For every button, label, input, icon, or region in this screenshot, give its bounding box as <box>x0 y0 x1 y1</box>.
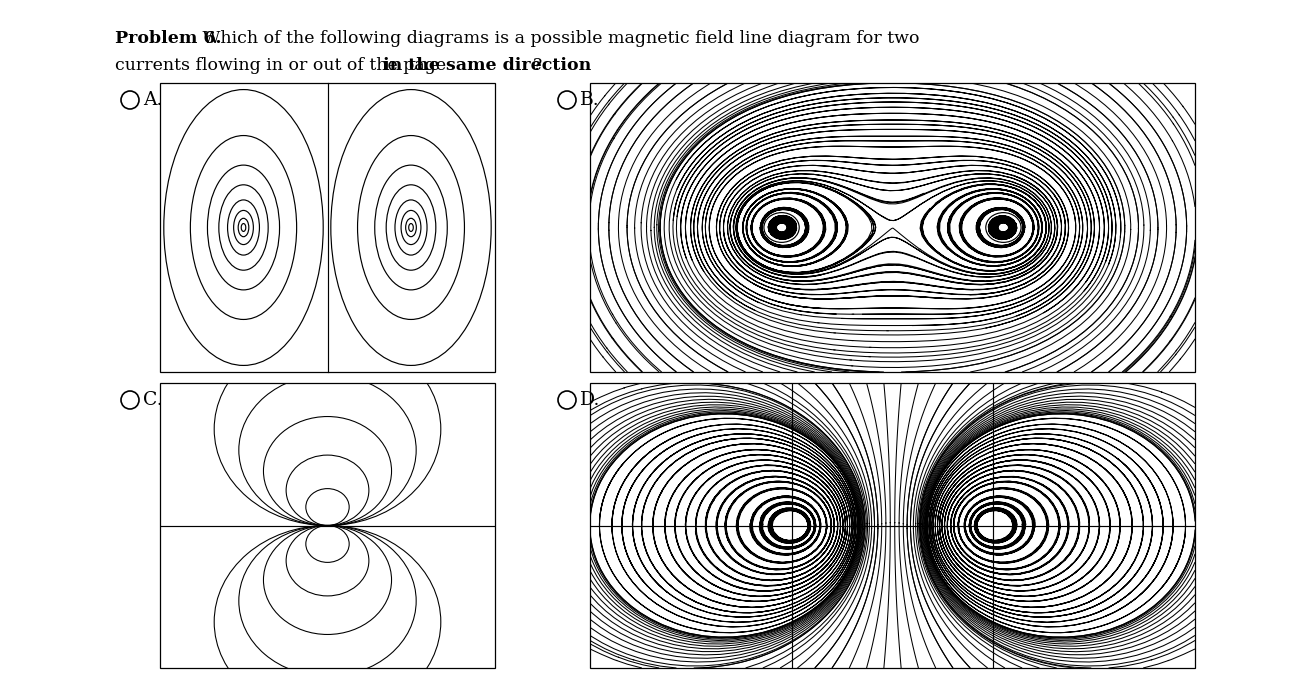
Text: D.: D. <box>580 391 601 409</box>
Text: Problem 6.: Problem 6. <box>115 30 222 47</box>
Text: currents flowing in or out of the page: currents flowing in or out of the page <box>115 57 452 74</box>
Text: C.: C. <box>142 391 163 409</box>
Text: B.: B. <box>580 91 599 109</box>
Text: in the same direction: in the same direction <box>383 57 592 74</box>
Text: Which of the following diagrams is a possible magnetic field line diagram for tw: Which of the following diagrams is a pos… <box>197 30 919 47</box>
Text: A.: A. <box>142 91 162 109</box>
Text: ?: ? <box>533 57 542 74</box>
